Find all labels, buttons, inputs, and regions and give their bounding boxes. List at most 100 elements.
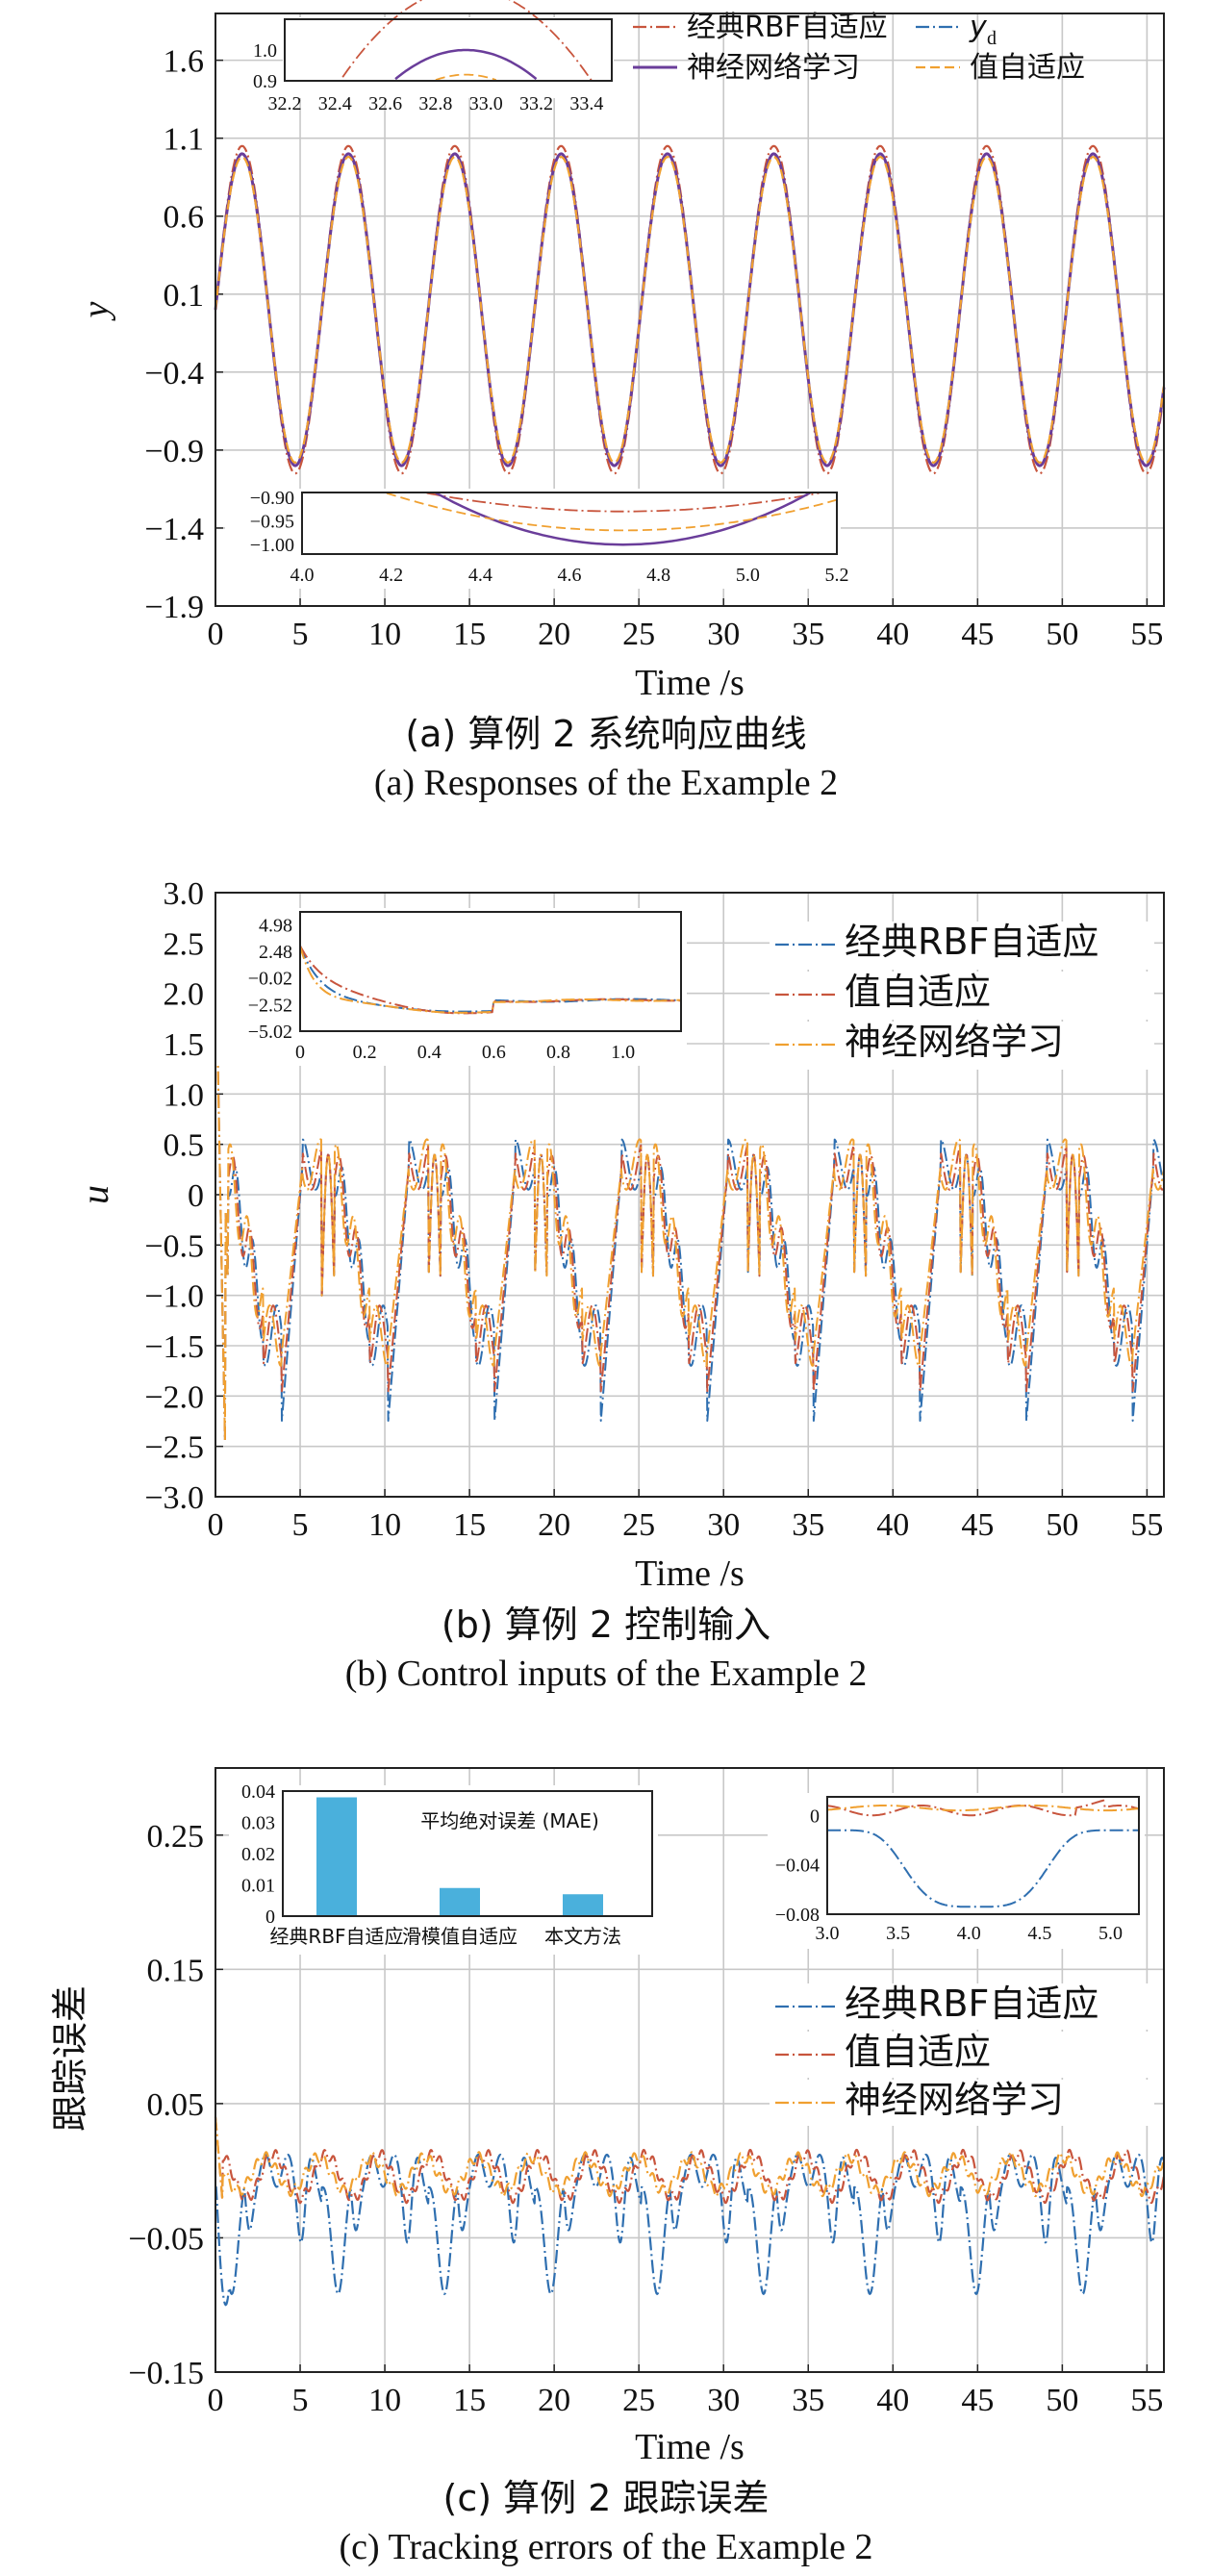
inset-y-tick-label: −2.52 [248, 995, 292, 1016]
plot-frame [826, 1796, 1140, 1915]
inset-y-tick-label: −0.95 [250, 512, 294, 533]
y-tick-label: −0.4 [144, 356, 204, 391]
x-tick-label: 5 [292, 1507, 309, 1543]
caption-cn: (b) 算例 2 控制输入 [442, 1604, 770, 1646]
inset-x-tick-label: 5.2 [825, 565, 849, 586]
line-inset-y-tick-label: −0.08 [775, 1905, 820, 1926]
x-tick-label: 35 [792, 2383, 824, 2418]
legend-label: 经典RBF自适应 [845, 921, 1098, 963]
x-axis-label: Time /s [635, 1553, 745, 1594]
caption-en: (c) Tracking errors of the Example 2 [339, 2527, 872, 2567]
y-tick-label: −0.15 [128, 2356, 204, 2391]
x-tick-label: 5 [292, 2383, 309, 2418]
x-tick-label: 35 [792, 1507, 824, 1543]
inset-series-line [426, 492, 820, 513]
x-tick-label: 0 [208, 2383, 224, 2418]
inset-x-tick-label: 33.0 [469, 93, 503, 114]
x-tick-label: 30 [707, 2383, 740, 2418]
inset-series-line [826, 1799, 1140, 1817]
series-line [214, 2116, 1166, 2199]
y-axis-label: y [76, 301, 116, 321]
y-tick-label: 1.0 [164, 1077, 205, 1113]
x-tick-label: 50 [1046, 2383, 1078, 2418]
y-tick-label: −1.9 [144, 590, 204, 625]
series-line [215, 932, 1165, 1442]
x-tick-label: 55 [1130, 2383, 1163, 2418]
x-tick-label: 40 [876, 617, 909, 652]
inset-x-tick-label: 32.6 [368, 93, 402, 114]
plot-frame [282, 1790, 653, 1917]
inset-x-tick-label: 4.4 [468, 565, 492, 586]
legend-label: y [969, 11, 988, 44]
legend-label: 值自适应 [845, 971, 991, 1013]
y-tick-label: 2.5 [164, 926, 205, 962]
x-tick-label: 0 [208, 1507, 224, 1543]
inset-y-tick-label: 4.98 [259, 915, 292, 936]
caption-en: (b) Control inputs of the Example 2 [345, 1654, 867, 1694]
x-tick-label: 25 [622, 1507, 655, 1543]
inset-x-tick-label: 0 [295, 1042, 305, 1063]
x-tick-label: 5 [292, 617, 309, 652]
inset-background [283, 17, 614, 98]
y-tick-label: 2.0 [164, 977, 205, 1013]
x-tick-label: 25 [622, 2383, 655, 2418]
x-tick-label: 50 [1046, 617, 1078, 652]
bar-inset-bar [316, 1797, 357, 1916]
x-tick-label: 20 [538, 617, 570, 652]
x-tick-label: 45 [961, 617, 994, 652]
legend-label: 经典RBF自适应 [687, 11, 888, 44]
series-line [214, 144, 1166, 475]
line-inset-x-tick-label: 3.5 [886, 1923, 910, 1944]
axes-b: 0 5 10 15 20 25 30 35 40 45 50 55 3.0 2.5 2.0 1.5 1.0 0.5… [73, 876, 1165, 1694]
bar-inset-y-tick-label: 0 [265, 1907, 275, 1928]
axes-c: 0 5 10 15 20 25 30 35 40 45 50 55 0.25 0.15 0.05 −0.05 −… [49, 1767, 1166, 2567]
inset-background [768, 1793, 1145, 1949]
y-tick-label: −2.0 [144, 1379, 204, 1415]
x-tick-label: 50 [1046, 1507, 1078, 1543]
y-axis-label: u [73, 1185, 116, 1204]
series-line [214, 156, 1166, 464]
x-tick-label: 45 [961, 1507, 994, 1543]
x-tick-label: 20 [538, 2383, 570, 2418]
inset-series-line [827, 1829, 1139, 1908]
bar-inset-category-label: 滑模值自适应 [402, 1925, 518, 1948]
inset-x-tick-label: 4.2 [379, 565, 403, 586]
plot-frame [215, 1767, 1165, 2373]
series-line [214, 2116, 1166, 2205]
inset-background [214, 908, 687, 1066]
y-tick-label: 0.1 [164, 278, 205, 314]
x-tick-label: 40 [876, 2383, 909, 2418]
bar-inset-y-tick-label: 0.03 [241, 1813, 275, 1834]
y-tick-label: 3.0 [164, 876, 205, 912]
inset-series-line [826, 1805, 1140, 1812]
x-tick-label: 15 [453, 617, 486, 652]
y-tick-label: −1.0 [144, 1279, 204, 1315]
bar-inset-category-label: 本文方法 [544, 1925, 621, 1948]
line-inset-x-tick-label: 4.0 [957, 1923, 981, 1944]
x-tick-label: 10 [368, 2383, 401, 2418]
bar-inset-y-tick-label: 0.04 [241, 1781, 275, 1803]
x-tick-label: 10 [368, 617, 401, 652]
inset-series-line [394, 48, 538, 81]
x-tick-label: 15 [453, 1507, 486, 1543]
y-tick-label: 1.5 [164, 1027, 205, 1063]
y-tick-label: −1.4 [144, 512, 204, 547]
plot-frame [299, 911, 682, 1032]
inset-x-tick-label: 5.0 [736, 565, 760, 586]
series-line [214, 152, 1166, 467]
legend-label: 神经网络学习 [845, 2079, 1064, 2121]
inset-y-tick-label: −0.90 [250, 488, 294, 509]
x-tick-label: 0 [208, 617, 224, 652]
x-tick-label: 40 [876, 1507, 909, 1543]
y-tick-label: 0.6 [164, 200, 205, 236]
plot-frame [301, 492, 838, 555]
legend-label: 值自适应 [970, 51, 1085, 85]
line-inset-y-tick-label: −0.04 [775, 1856, 820, 1877]
y-tick-label: 0.15 [147, 1953, 205, 1988]
x-tick-label: 25 [622, 617, 655, 652]
caption-en: (a) Responses of the Example 2 [374, 763, 838, 803]
y-tick-label: 0.5 [164, 1128, 205, 1164]
